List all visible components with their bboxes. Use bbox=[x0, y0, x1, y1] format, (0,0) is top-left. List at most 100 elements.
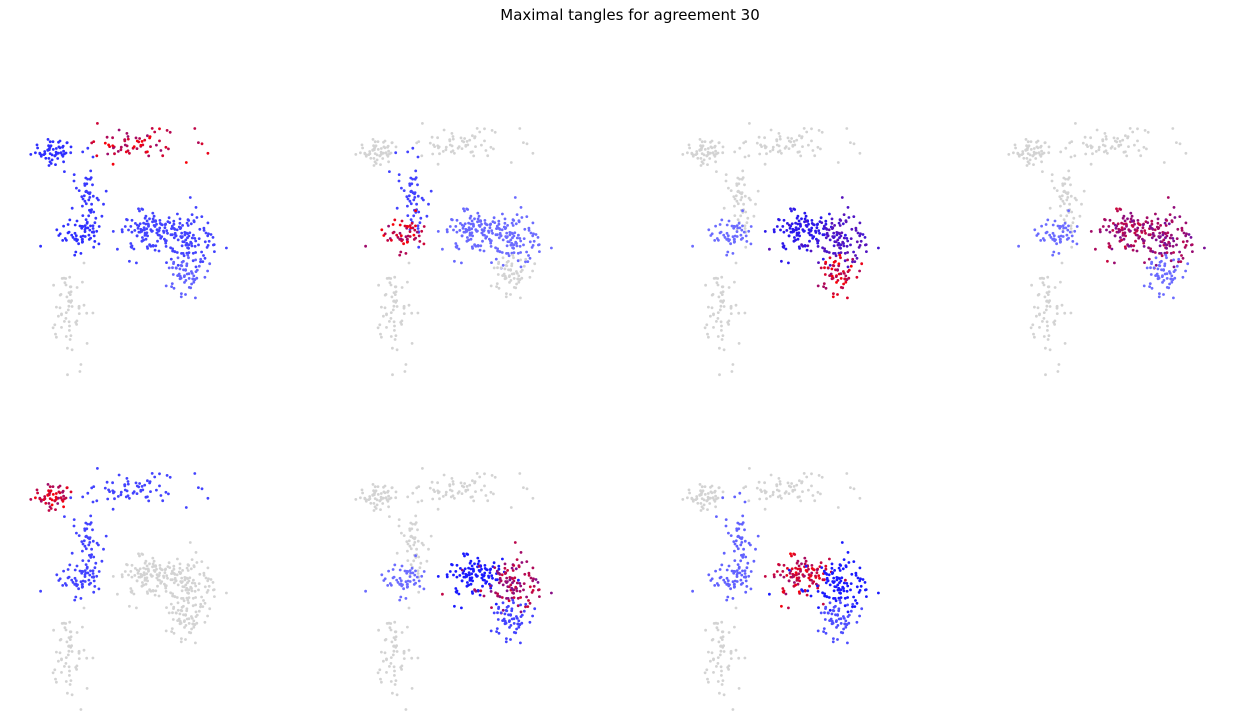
point bbox=[88, 541, 92, 544]
point bbox=[843, 251, 847, 255]
point bbox=[836, 268, 839, 272]
point bbox=[494, 602, 498, 606]
point bbox=[153, 475, 157, 479]
point bbox=[775, 488, 779, 492]
point bbox=[65, 238, 68, 242]
point bbox=[123, 483, 127, 486]
point bbox=[84, 190, 88, 194]
point bbox=[1187, 233, 1191, 236]
point bbox=[151, 211, 155, 215]
point bbox=[715, 320, 718, 323]
point bbox=[737, 221, 741, 225]
point bbox=[1177, 257, 1181, 261]
point bbox=[715, 170, 718, 174]
point bbox=[74, 250, 78, 254]
point bbox=[830, 267, 834, 271]
point bbox=[716, 662, 720, 665]
point bbox=[743, 569, 747, 573]
point bbox=[189, 222, 193, 226]
point bbox=[1084, 152, 1088, 156]
point bbox=[406, 549, 409, 553]
point bbox=[504, 276, 508, 280]
point bbox=[207, 232, 210, 236]
point bbox=[1190, 243, 1194, 247]
point bbox=[466, 553, 470, 556]
point bbox=[784, 592, 788, 596]
figure-title: Maximal tangles for agreement 30 bbox=[500, 6, 760, 24]
point bbox=[414, 224, 417, 228]
point bbox=[212, 243, 216, 247]
point bbox=[158, 219, 162, 222]
point bbox=[522, 141, 525, 145]
point bbox=[763, 507, 767, 511]
point bbox=[1168, 270, 1171, 273]
point bbox=[1071, 221, 1075, 225]
point bbox=[180, 231, 184, 235]
point bbox=[468, 216, 472, 220]
point bbox=[384, 293, 388, 296]
point bbox=[722, 693, 726, 697]
point bbox=[189, 240, 193, 244]
point bbox=[489, 629, 493, 633]
point bbox=[172, 222, 176, 226]
point bbox=[364, 589, 367, 593]
point bbox=[514, 240, 518, 244]
point bbox=[59, 293, 63, 296]
point bbox=[450, 218, 454, 222]
point bbox=[97, 225, 101, 228]
point bbox=[54, 163, 57, 167]
point bbox=[1046, 275, 1050, 279]
point bbox=[733, 225, 737, 228]
point bbox=[721, 151, 725, 155]
point bbox=[51, 671, 55, 675]
point bbox=[94, 216, 98, 220]
point bbox=[170, 224, 174, 228]
point bbox=[79, 580, 83, 584]
point bbox=[1074, 122, 1077, 125]
point bbox=[1140, 231, 1144, 234]
point bbox=[151, 589, 155, 592]
point bbox=[777, 218, 781, 222]
point bbox=[189, 585, 193, 589]
point bbox=[744, 579, 748, 583]
point bbox=[816, 590, 820, 593]
point bbox=[509, 293, 512, 296]
point bbox=[763, 162, 767, 166]
point bbox=[877, 246, 880, 250]
point bbox=[119, 148, 123, 152]
point bbox=[465, 574, 468, 578]
point bbox=[1030, 283, 1033, 287]
point bbox=[710, 651, 714, 655]
point bbox=[151, 556, 155, 560]
point bbox=[772, 573, 776, 577]
point bbox=[837, 586, 841, 590]
point bbox=[527, 571, 531, 575]
point bbox=[444, 148, 448, 152]
point bbox=[704, 283, 707, 287]
point bbox=[458, 229, 462, 232]
point bbox=[406, 625, 409, 629]
point bbox=[126, 482, 130, 486]
point bbox=[719, 304, 723, 308]
point bbox=[402, 312, 406, 315]
point bbox=[1141, 226, 1145, 230]
point bbox=[398, 231, 402, 235]
point bbox=[185, 566, 189, 570]
point bbox=[836, 638, 839, 641]
point bbox=[1116, 137, 1119, 140]
point bbox=[485, 223, 489, 227]
point bbox=[819, 561, 823, 565]
point bbox=[381, 157, 385, 160]
point bbox=[515, 213, 519, 217]
point bbox=[824, 564, 828, 568]
point bbox=[90, 486, 94, 490]
point bbox=[1046, 324, 1049, 328]
point bbox=[138, 567, 142, 571]
point bbox=[199, 260, 202, 264]
point bbox=[1142, 241, 1146, 245]
point bbox=[395, 693, 399, 697]
point bbox=[695, 150, 699, 153]
point bbox=[476, 244, 480, 247]
point bbox=[169, 257, 173, 261]
point bbox=[410, 182, 414, 186]
